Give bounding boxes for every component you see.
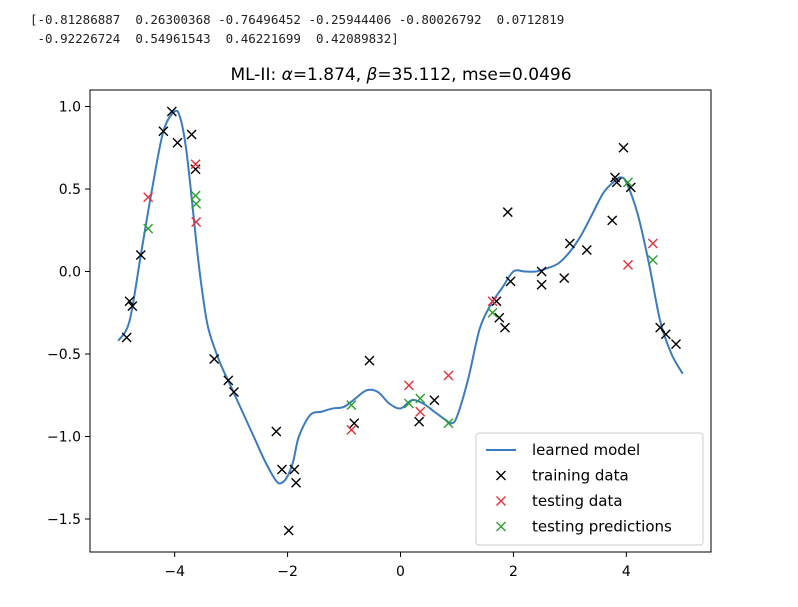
testing-predictions-point [647, 254, 658, 265]
testing-data-point [403, 380, 414, 391]
training-data-point [536, 279, 547, 290]
training-data-point [349, 418, 360, 429]
training-data-point [190, 164, 201, 175]
legend-label: testing predictions [532, 518, 672, 536]
x-tick-label: 2 [509, 564, 518, 580]
testing-data-point [647, 238, 658, 249]
training-data-point [671, 339, 681, 350]
testing-predictions-point [443, 418, 454, 429]
training-data-point [158, 126, 169, 137]
legend-marker-swatch [496, 521, 506, 532]
testing-data-point [487, 296, 498, 307]
x-tick-label: −2 [277, 564, 298, 580]
learned-model-line [117, 109, 684, 485]
legend-label: testing data [532, 492, 623, 510]
training-data-point [223, 375, 234, 386]
y-tick-label: 0.5 [59, 182, 81, 198]
testing-predictions-point [190, 190, 201, 201]
training-data-point [618, 142, 629, 153]
y-axis: 1.0 0.5 0.0 −0.5 −1.0 −1.5 [47, 100, 90, 528]
training-data-point [121, 332, 132, 343]
training-data-point [186, 129, 197, 140]
training-data-point [364, 355, 375, 366]
testing-data-point [143, 192, 154, 203]
testing-data-point [623, 259, 634, 270]
training-data-point [607, 215, 618, 226]
y-tick-label: 0.0 [59, 265, 81, 281]
training-data-point [660, 329, 671, 340]
testing-data-point [191, 217, 202, 227]
training-data-point [625, 182, 636, 193]
legend-marker-swatch [496, 496, 506, 506]
training-data-point [491, 296, 502, 307]
testing-predictions-point [346, 400, 357, 411]
training-data-point [124, 296, 135, 307]
array-output: [-0.81286887 0.26300368 -0.76496452 -0.2… [30, 10, 564, 48]
training-data-point [291, 477, 302, 488]
testing-data-point [415, 406, 426, 417]
training-data-point [127, 301, 138, 312]
testing-predictions-point [415, 393, 426, 404]
x-tick-label: −4 [164, 564, 185, 580]
testing-data-point [443, 370, 454, 381]
testing-predictions-point [487, 307, 498, 318]
testing-predictions-point [403, 398, 414, 409]
testing-predictions-point [191, 198, 202, 209]
x-tick-label: 4 [622, 564, 631, 580]
x-tick-label: 0 [396, 564, 405, 580]
training-data-point [536, 266, 547, 277]
testing-predictions-point [143, 223, 154, 234]
training-data-point [502, 207, 513, 218]
legend-marker-swatch [496, 470, 506, 481]
series-layer [117, 106, 684, 536]
y-tick-label: −0.5 [47, 347, 81, 363]
training-data-point [135, 250, 146, 260]
y-tick-label: 1.0 [59, 100, 81, 116]
training-data-point [414, 416, 425, 427]
training-data-point [228, 386, 239, 397]
training-data-point [276, 464, 287, 475]
training-data-point [559, 273, 570, 284]
training-data-point [289, 464, 300, 475]
training-data-point [581, 245, 592, 256]
training-data-point [271, 426, 282, 437]
testing-data-point [346, 424, 357, 435]
training-data-point [429, 395, 440, 406]
array-output-line-1: [-0.81286887 0.26300368 -0.76496452 -0.2… [30, 12, 565, 27]
x-axis: −4 −2 0 2 4 [164, 552, 631, 580]
training-data-point [494, 312, 505, 323]
legend-label: learned model [532, 441, 640, 459]
training-data-point [505, 276, 516, 287]
testing-predictions-point [623, 177, 634, 188]
training-data-point [499, 322, 510, 333]
training-data-point [172, 137, 183, 148]
legend: learned model training data testing data te… [475, 432, 704, 546]
chart-title: ML-II: α=1.874, β=35.112, mse=0.0496 [230, 65, 571, 85]
training-data-point [564, 238, 575, 249]
y-tick-label: −1.5 [47, 512, 81, 528]
training-data-point [283, 525, 294, 536]
training-data-point [166, 106, 177, 117]
training-data-point [209, 353, 220, 364]
array-output-line-2: -0.92226724 0.54961543 0.46221699 0.4208… [30, 31, 399, 46]
training-data-point [611, 177, 622, 188]
y-tick-label: −1.0 [47, 430, 81, 446]
legend-box [475, 432, 704, 546]
legend-label: training data [532, 467, 629, 485]
testing-data-point [190, 159, 201, 170]
